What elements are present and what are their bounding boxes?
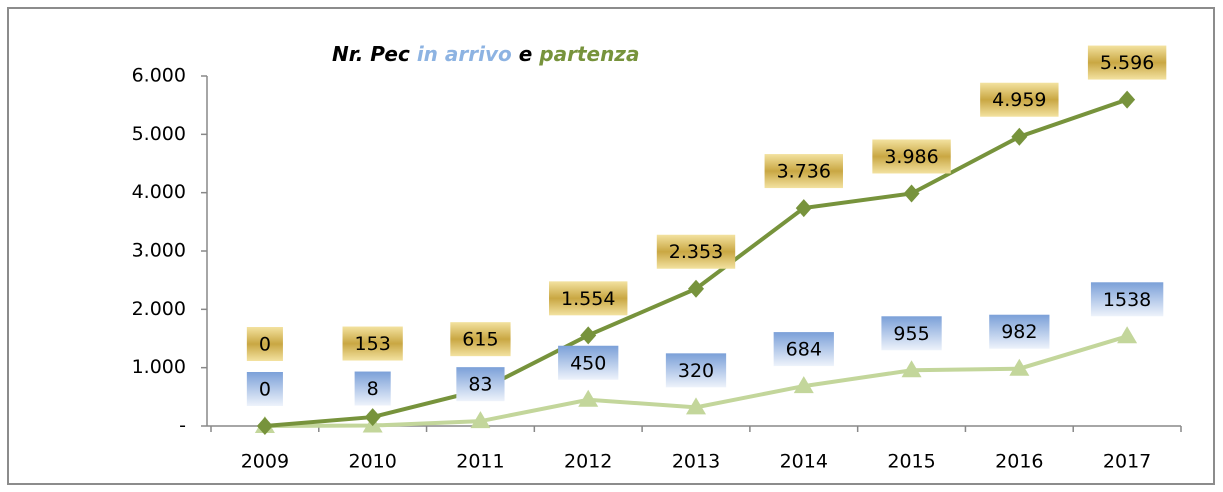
data-label-box [980, 82, 1059, 117]
title-text: e [519, 42, 533, 66]
marker [1011, 127, 1028, 146]
title-series: partenza [538, 42, 639, 66]
marker [903, 184, 920, 203]
data-label-text: 0 [259, 379, 271, 401]
marker [1009, 358, 1030, 376]
data-label: 955 [881, 316, 942, 351]
data-label: 0 [246, 327, 283, 361]
x-tick-label: 2016 [995, 451, 1043, 473]
y-tick-label: 3.000 [132, 240, 186, 262]
data-label: 83 [456, 367, 505, 402]
data-label-box [246, 327, 283, 361]
data-label-text: 3.736 [777, 161, 831, 183]
x-tick-label: 2010 [348, 451, 396, 473]
marker [256, 417, 273, 435]
marker [795, 199, 812, 218]
x-tick-label: 2009 [241, 451, 289, 473]
data-label-text: 615 [462, 329, 498, 351]
x-tick-label: 2015 [887, 451, 935, 473]
data-label-text: 8 [367, 378, 379, 400]
x-tick-label: 2012 [564, 451, 612, 473]
data-label-box [456, 367, 505, 402]
data-label-box [656, 234, 736, 269]
data-label-box [989, 314, 1050, 349]
data-label-text: 153 [355, 333, 391, 355]
data-label-box [450, 322, 511, 357]
data-label-text: 0 [259, 334, 271, 356]
data-label-box [1087, 45, 1167, 80]
x-tick-label: 2017 [1103, 451, 1151, 473]
marker [578, 389, 599, 407]
data-label-text: 320 [678, 360, 714, 382]
data-label-box [773, 332, 834, 367]
marker [1117, 326, 1138, 344]
data-label: 982 [989, 314, 1050, 349]
data-label: 450 [558, 345, 619, 380]
data-label-text: 4.959 [992, 89, 1046, 111]
data-label: 8 [354, 371, 391, 406]
marker [901, 360, 922, 378]
data-label: 153 [342, 326, 403, 361]
data-label-text: 450 [570, 352, 606, 374]
data-label-text: 684 [786, 339, 822, 361]
marker [470, 411, 491, 429]
y-tick-label: - [179, 415, 186, 437]
y-tick-label: 1.000 [132, 356, 186, 378]
x-tick-label: 2014 [780, 451, 828, 473]
chart-border [7, 7, 1215, 485]
y-tick-label: 2.000 [132, 298, 186, 320]
data-label: 1.554 [549, 281, 628, 316]
title-series: in arrivo [417, 42, 512, 66]
data-label: 684 [773, 332, 834, 367]
data-label: 5.596 [1087, 45, 1167, 80]
marker [364, 408, 381, 427]
data-label-text: 955 [893, 323, 929, 345]
marker [688, 279, 704, 298]
data-label-text: 1.554 [561, 288, 615, 310]
data-label-text: 2.353 [669, 241, 723, 263]
marker [580, 326, 597, 345]
x-tick-label: 2013 [672, 451, 720, 473]
data-label-text: 1538 [1103, 289, 1151, 311]
data-label-text: 5.596 [1100, 52, 1154, 74]
data-label-text: 83 [468, 374, 492, 396]
data-label-box [549, 281, 628, 316]
data-label: 320 [665, 353, 727, 388]
data-label-box [881, 316, 942, 351]
y-tick-label: 6.000 [132, 65, 186, 87]
data-label-box [1090, 282, 1164, 317]
data-label-box [558, 345, 619, 380]
data-label-box [246, 372, 283, 406]
data-label: 4.959 [980, 82, 1059, 117]
x-tick-label: 2011 [456, 451, 504, 473]
marker [686, 397, 706, 415]
data-label-text: 3.986 [884, 146, 938, 168]
data-label-box [342, 326, 403, 361]
data-label: 1538 [1090, 282, 1164, 317]
data-label-box [665, 353, 727, 388]
marker [1119, 90, 1136, 109]
data-label: 0 [246, 372, 283, 406]
data-label-box [354, 371, 391, 406]
y-tick-label: 4.000 [132, 181, 186, 203]
y-tick-label: 5.000 [132, 123, 186, 145]
data-label: 3.986 [872, 139, 951, 174]
chart-title: Nr. Pec in arrivo e partenza [332, 42, 639, 66]
data-label-box [764, 154, 843, 189]
data-label-box [872, 139, 951, 174]
data-label: 615 [450, 322, 511, 357]
data-label: 2.353 [656, 234, 736, 269]
data-label-text: 982 [1001, 321, 1037, 343]
data-label: 3.736 [764, 154, 843, 189]
title-text: Nr. Pec [332, 42, 410, 66]
marker [793, 376, 814, 394]
